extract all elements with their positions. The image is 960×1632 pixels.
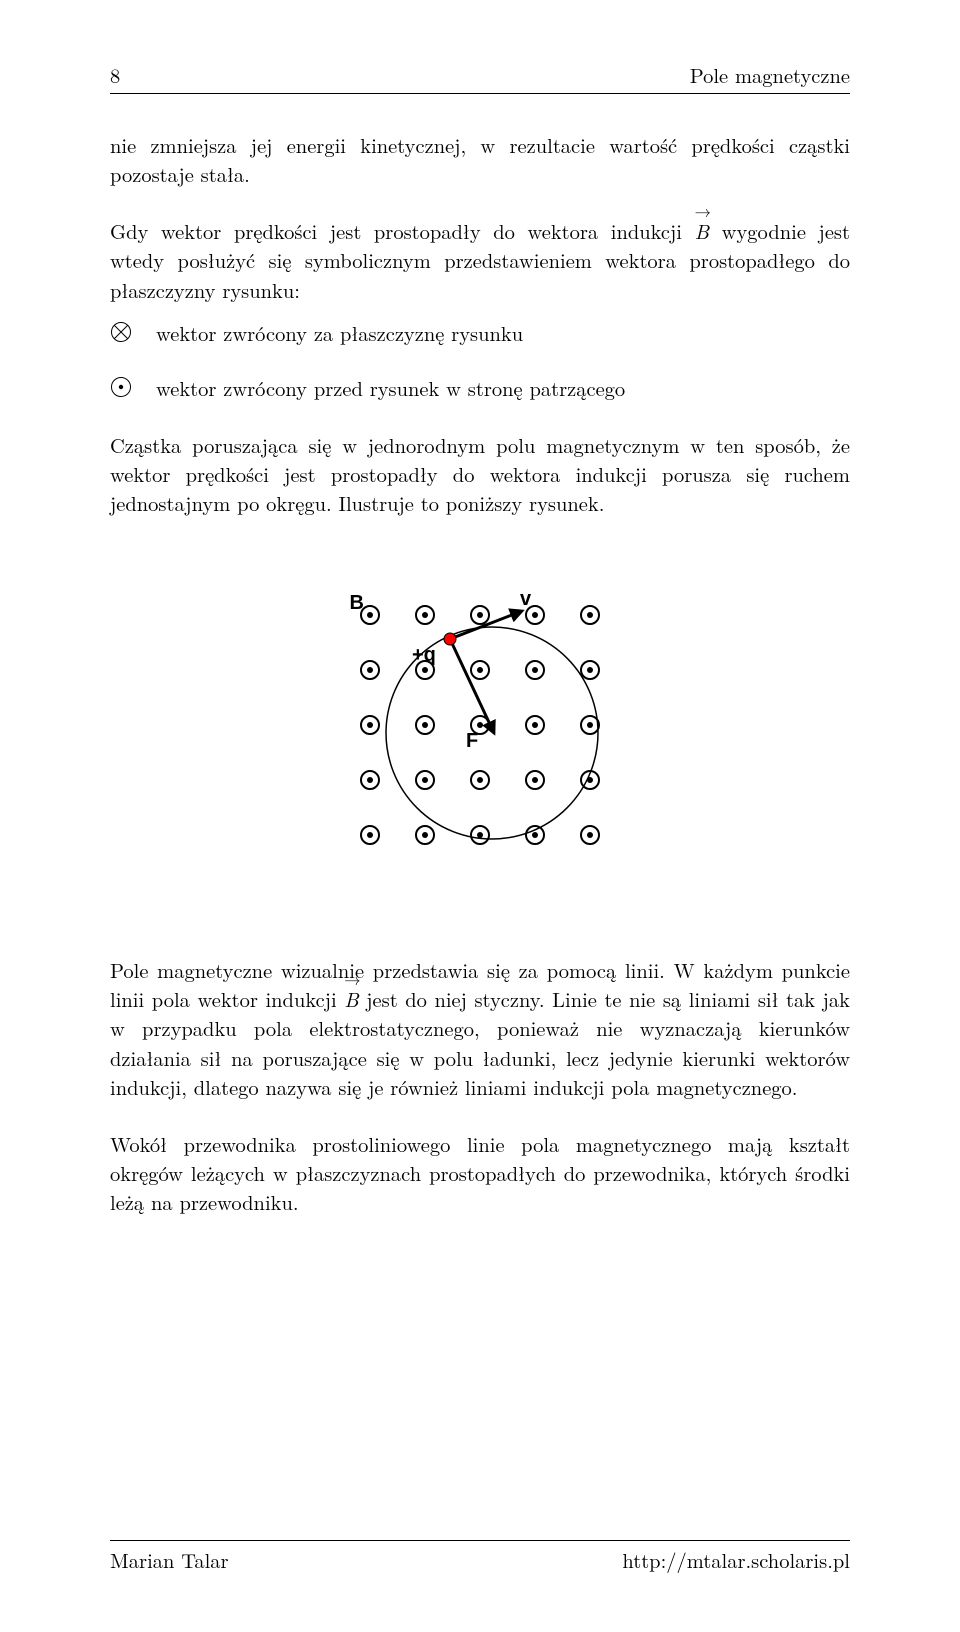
header-rule <box>110 93 850 94</box>
footer-rule <box>110 1540 850 1541</box>
vector-arrow-icon: → <box>695 207 709 215</box>
footer-url: http://mtalar.scholaris.pl <box>622 1545 850 1574</box>
vector-b-inline-1: →B <box>695 216 709 245</box>
paragraph-1: nie zmniejsza jej energii kinetycznej, w… <box>110 130 850 188</box>
into-page-icon <box>110 321 156 343</box>
figure-svg: Bv +q F <box>330 575 630 865</box>
footer-author: Marian Talar <box>110 1545 229 1574</box>
into-page-text: wektor zwrócony za płaszczyznę rysunku <box>156 318 850 347</box>
symbol-list: wektor zwrócony za płaszczyznę rysunku w… <box>110 318 850 402</box>
vector-arrow-icon: → <box>344 975 358 983</box>
symbol-row-out: wektor zwrócony przed rysunek w stronę p… <box>110 373 850 402</box>
paragraph-4: Pole magnetyczne wizualnie przedstawia s… <box>110 955 850 1101</box>
out-of-page-text: wektor zwrócony przed rysunek w stronę p… <box>156 373 850 402</box>
page-title: Pole magnetyczne <box>690 60 850 89</box>
svg-text:F: F <box>466 730 478 752</box>
page: 8 Pole magnetyczne nie zmniejsza jej ene… <box>0 0 960 1632</box>
out-of-page-icon <box>110 376 156 398</box>
vector-b-inline-2: →B <box>344 984 358 1013</box>
paragraph-5: Wokół przewodnika prostoliniowego linie … <box>110 1129 850 1216</box>
page-header: 8 Pole magnetyczne <box>110 60 850 89</box>
page-number: 8 <box>110 60 120 89</box>
svg-text:+q: +q <box>412 644 436 666</box>
paragraph-3: Cząstka poruszająca się w jednorodnym po… <box>110 430 850 517</box>
svg-text:v: v <box>520 588 532 610</box>
svg-text:B: B <box>350 592 364 614</box>
paragraph-2-pre: Gdy wektor prędkości jest prostopadły do… <box>110 216 695 245</box>
symbol-row-into: wektor zwrócony za płaszczyznę rysunku <box>110 318 850 347</box>
page-footer: Marian Talar http://mtalar.scholaris.pl <box>110 1540 850 1574</box>
paragraph-2: Gdy wektor prędkości jest prostopadły do… <box>110 216 850 303</box>
figure-circular-motion: Bv +q F <box>110 575 850 865</box>
